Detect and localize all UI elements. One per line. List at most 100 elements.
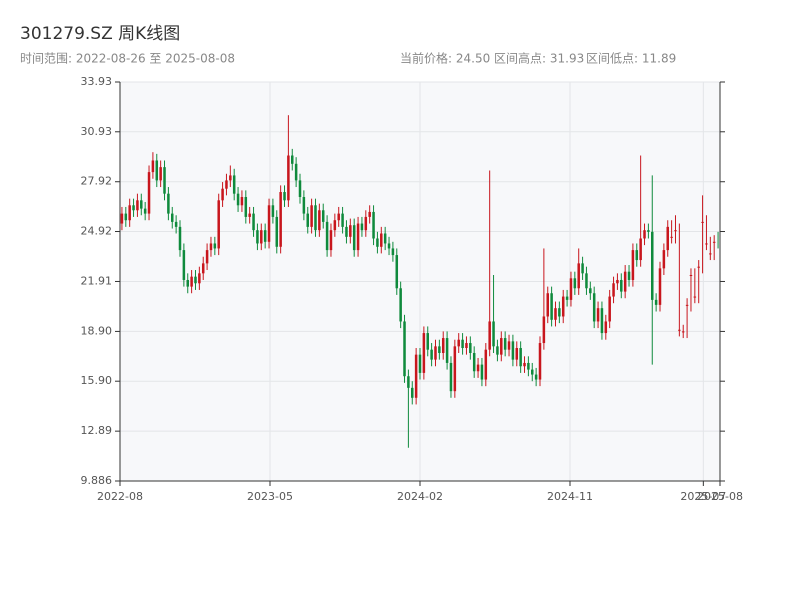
candle-body	[608, 296, 611, 322]
candle-body	[511, 341, 515, 360]
x-tick-label: 2023-05	[247, 490, 293, 503]
candle-body	[403, 321, 406, 377]
candle-body	[554, 308, 557, 320]
candle-body	[654, 299, 658, 305]
candle-body	[685, 304, 689, 306]
candle-body	[712, 241, 716, 243]
candle-body	[623, 271, 627, 292]
candle-body	[240, 197, 244, 206]
candle-body	[627, 271, 631, 280]
candle-body	[527, 362, 530, 370]
candle-body	[616, 279, 619, 284]
candle-body	[476, 364, 480, 372]
candle-body	[186, 279, 189, 287]
candle-body	[209, 243, 213, 251]
candle-body	[496, 346, 499, 355]
candle-body	[178, 226, 182, 251]
candle-body	[461, 339, 464, 349]
candle-body	[132, 205, 135, 211]
x-tick-label: 2025-07	[680, 490, 726, 503]
candle-body	[515, 348, 519, 360]
candle-body	[670, 236, 673, 238]
candle-body	[465, 343, 468, 349]
candle-body	[407, 376, 410, 388]
candle-body	[171, 213, 174, 222]
candle-body	[229, 175, 232, 181]
candle-body	[232, 175, 236, 194]
y-tick-label: 9.886	[81, 474, 113, 487]
x-tick-label: 2022-08	[97, 490, 143, 503]
candle-body	[201, 263, 205, 274]
candle-body	[213, 243, 217, 249]
candle-body	[341, 213, 344, 227]
candle-body	[267, 205, 271, 242]
candle-body	[631, 250, 635, 280]
candle-body	[449, 362, 453, 392]
candle-body	[651, 231, 654, 300]
candle-body	[484, 349, 488, 380]
chart-subtitle: 时间范围: 2022-08-26 至 2025-08-08	[20, 52, 235, 66]
candle-body	[658, 268, 662, 305]
candle-body	[411, 387, 414, 398]
candle-body	[643, 230, 646, 239]
candle-body	[205, 250, 209, 264]
candle-body	[453, 346, 457, 392]
candle-body	[635, 250, 639, 261]
candle-body	[693, 296, 697, 298]
candle-body	[182, 250, 186, 280]
candle-body	[573, 278, 577, 289]
candle-body	[294, 163, 298, 181]
candle-body	[151, 160, 155, 173]
candle-body	[318, 210, 321, 231]
candle-body	[600, 308, 604, 334]
candle-body	[581, 263, 584, 274]
candle-body	[434, 346, 437, 360]
candle-body	[380, 233, 383, 247]
candle-body	[500, 338, 503, 355]
candle-body	[577, 263, 580, 289]
x-tick-label: 2024-11	[547, 490, 593, 503]
candle-body	[260, 230, 263, 244]
candle-body	[244, 197, 248, 217]
candle-body	[441, 338, 445, 353]
candle-body	[596, 308, 600, 322]
candle-body	[414, 354, 418, 398]
candle-body	[519, 348, 522, 367]
candle-body	[589, 288, 592, 294]
candle-body	[546, 293, 549, 317]
candle-body	[639, 238, 642, 261]
candle-body	[143, 208, 147, 214]
candle-body	[558, 308, 561, 317]
candle-body	[480, 364, 484, 380]
candle-body	[314, 205, 317, 231]
stat: 当前价格: 24.50	[400, 51, 490, 66]
candle-body	[321, 210, 325, 222]
candle-body	[387, 243, 391, 249]
candle-body	[531, 369, 534, 375]
candle-body	[128, 205, 131, 221]
candle-body	[395, 255, 399, 289]
candle-body	[221, 188, 224, 201]
candle-body	[689, 274, 693, 276]
candle-body	[438, 346, 441, 353]
candle-body	[430, 349, 433, 360]
candle-body	[275, 216, 279, 247]
candle-body	[217, 200, 220, 249]
candle-body	[678, 329, 681, 331]
candle-body	[523, 362, 526, 367]
candle-body	[705, 243, 708, 245]
candle-body	[329, 230, 333, 251]
y-tick-label: 30.93	[81, 125, 113, 138]
y-tick-label: 21.91	[81, 274, 113, 287]
candle-body	[592, 293, 596, 322]
candle-body	[356, 223, 360, 251]
candle-body	[236, 193, 240, 206]
candle-body	[147, 172, 151, 214]
candle-body	[472, 352, 476, 372]
candle-body	[298, 180, 302, 198]
candle-body	[666, 226, 669, 251]
candle-body	[198, 273, 201, 284]
y-tick-label: 18.90	[81, 324, 113, 337]
candle-body	[701, 221, 704, 223]
candle-body	[604, 321, 608, 334]
